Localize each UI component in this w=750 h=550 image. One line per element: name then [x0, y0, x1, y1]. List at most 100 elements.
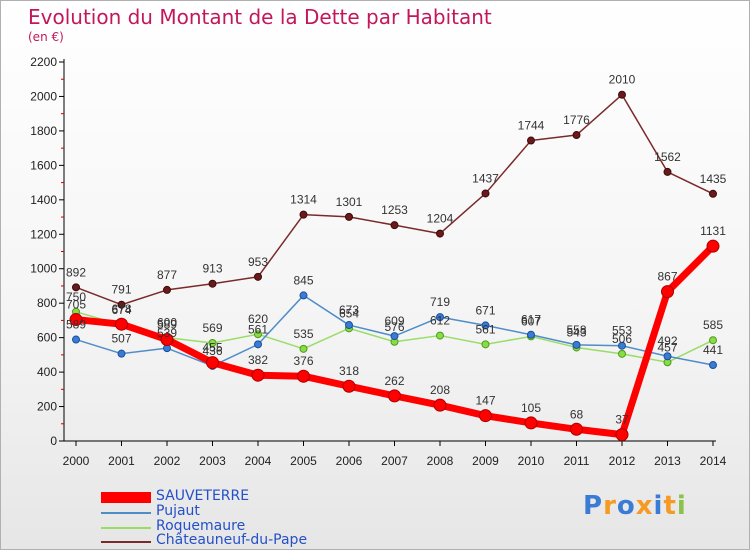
data-label-chateauneuf: 1776	[563, 113, 590, 127]
x-tick-label: 2010	[518, 454, 545, 468]
data-label-chateauneuf: 791	[111, 283, 131, 297]
data-label-pujaut: 609	[384, 314, 404, 328]
data-label-sauveterre: 589	[157, 318, 177, 332]
point-chateauneuf	[345, 212, 353, 221]
data-label-sauveterre: 68	[570, 407, 584, 421]
point-sauveterre	[297, 369, 310, 383]
x-tick-label: 2005	[290, 454, 317, 468]
data-label-pujaut: 507	[111, 332, 131, 346]
x-tick-label: 2007	[381, 454, 408, 468]
point-chateauneuf	[527, 136, 535, 145]
point-roquemaure	[618, 349, 626, 358]
point-sauveterre	[433, 398, 447, 412]
point-chateauneuf	[618, 90, 626, 99]
point-sauveterre	[661, 285, 674, 299]
data-label-chateauneuf: 1435	[700, 172, 727, 186]
x-tick-label: 2001	[108, 454, 135, 468]
logo-letter: x	[635, 491, 654, 521]
logo-letter: P	[583, 491, 604, 521]
data-label-roquemaure: 750	[66, 290, 86, 304]
data-label-chateauneuf: 877	[157, 268, 177, 282]
point-sauveterre	[479, 409, 492, 423]
data-label-pujaut: 589	[66, 318, 86, 332]
point-roquemaure	[254, 330, 262, 339]
point-chateauneuf	[572, 131, 581, 140]
x-tick-label: 2000	[63, 454, 90, 468]
data-label-chateauneuf: 1437	[472, 171, 499, 185]
point-chateauneuf	[481, 189, 490, 198]
legend-label: Roquemaure	[156, 518, 246, 534]
point-sauveterre	[115, 317, 128, 331]
x-tick-label: 2006	[336, 454, 363, 468]
point-chateauneuf	[436, 229, 444, 238]
point-chateauneuf	[117, 300, 126, 309]
point-pujaut	[663, 352, 672, 361]
data-label-roquemaure: 585	[703, 318, 723, 332]
data-label-sauveterre: 867	[657, 270, 677, 284]
y-tick-label: 1800	[30, 124, 57, 138]
data-label-sauveterre: 376	[293, 354, 313, 368]
data-label-sauveterre: 1131	[700, 224, 726, 238]
point-pujaut	[117, 349, 126, 358]
point-sauveterre	[342, 379, 356, 393]
point-sauveterre	[388, 389, 401, 403]
x-tick-label: 2014	[700, 454, 727, 468]
legend-label: Pujaut	[156, 503, 200, 519]
data-label-sauveterre: 262	[384, 374, 404, 388]
point-pujaut	[72, 335, 80, 344]
x-tick-label: 2011	[564, 454, 590, 468]
point-roquemaure	[208, 338, 217, 347]
data-label-pujaut: 719	[430, 295, 450, 309]
data-label-pujaut: 673	[339, 303, 359, 317]
data-label-sauveterre: 678	[111, 302, 131, 316]
point-sauveterre	[160, 333, 174, 347]
legend-label: SAUVETERRE	[156, 488, 250, 504]
chart-subtitle: (en €)	[28, 30, 64, 44]
data-label-chateauneuf: 1744	[518, 119, 545, 133]
point-sauveterre	[251, 368, 265, 382]
y-tick-label: 600	[37, 331, 57, 345]
point-pujaut	[527, 330, 535, 339]
x-tick-label: 2012	[609, 454, 636, 468]
data-label-roquemaure: 561	[475, 322, 495, 336]
data-label-chateauneuf: 2010	[609, 73, 636, 87]
legend-swatch-chateauneuf	[101, 541, 151, 543]
point-roquemaure	[481, 340, 490, 349]
data-label-pujaut: 436	[202, 344, 222, 358]
data-label-pujaut: 617	[521, 313, 541, 327]
point-chateauneuf	[72, 283, 80, 292]
data-label-roquemaure: 576	[384, 320, 404, 334]
point-roquemaure	[709, 336, 717, 345]
legend-swatch-sauveterre	[101, 492, 151, 503]
y-tick-label: 1400	[30, 193, 57, 207]
proxiti-logo: Proxiti	[583, 491, 687, 521]
point-chateauneuf	[709, 189, 717, 198]
x-tick-label: 2009	[472, 454, 499, 468]
data-label-sauveterre: 147	[475, 394, 495, 408]
legend-swatch-roquemaure	[101, 527, 151, 529]
point-sauveterre	[706, 239, 720, 253]
chart-title: Evolution du Montant de la Dette par Hab…	[28, 5, 492, 29]
data-label-pujaut: 539	[157, 326, 177, 340]
data-label-pujaut: 845	[293, 273, 313, 287]
data-label-sauveterre: 37	[615, 413, 629, 427]
point-chateauneuf	[254, 272, 262, 281]
data-label-pujaut: 492	[657, 334, 677, 348]
data-label-roquemaure: 612	[430, 314, 450, 328]
data-label-chateauneuf: 1253	[381, 203, 408, 217]
data-label-pujaut: 558	[566, 323, 586, 337]
point-chateauneuf	[208, 279, 217, 288]
point-chateauneuf	[663, 167, 672, 176]
data-label-roquemaure: 543	[566, 325, 586, 339]
x-tick-label: 2008	[427, 454, 454, 468]
legend-swatch-pujaut	[101, 512, 151, 514]
data-label-sauveterre: 105	[521, 401, 541, 415]
y-tick-label: 200	[37, 400, 57, 414]
data-label-chateauneuf: 1314	[290, 193, 317, 207]
y-tick-label: 1600	[30, 158, 57, 172]
point-sauveterre	[615, 428, 629, 442]
data-label-roquemaure: 607	[521, 314, 541, 328]
point-sauveterre	[570, 422, 583, 436]
data-label-sauveterre: 208	[430, 383, 450, 397]
data-label-roquemaure: 654	[339, 306, 359, 320]
